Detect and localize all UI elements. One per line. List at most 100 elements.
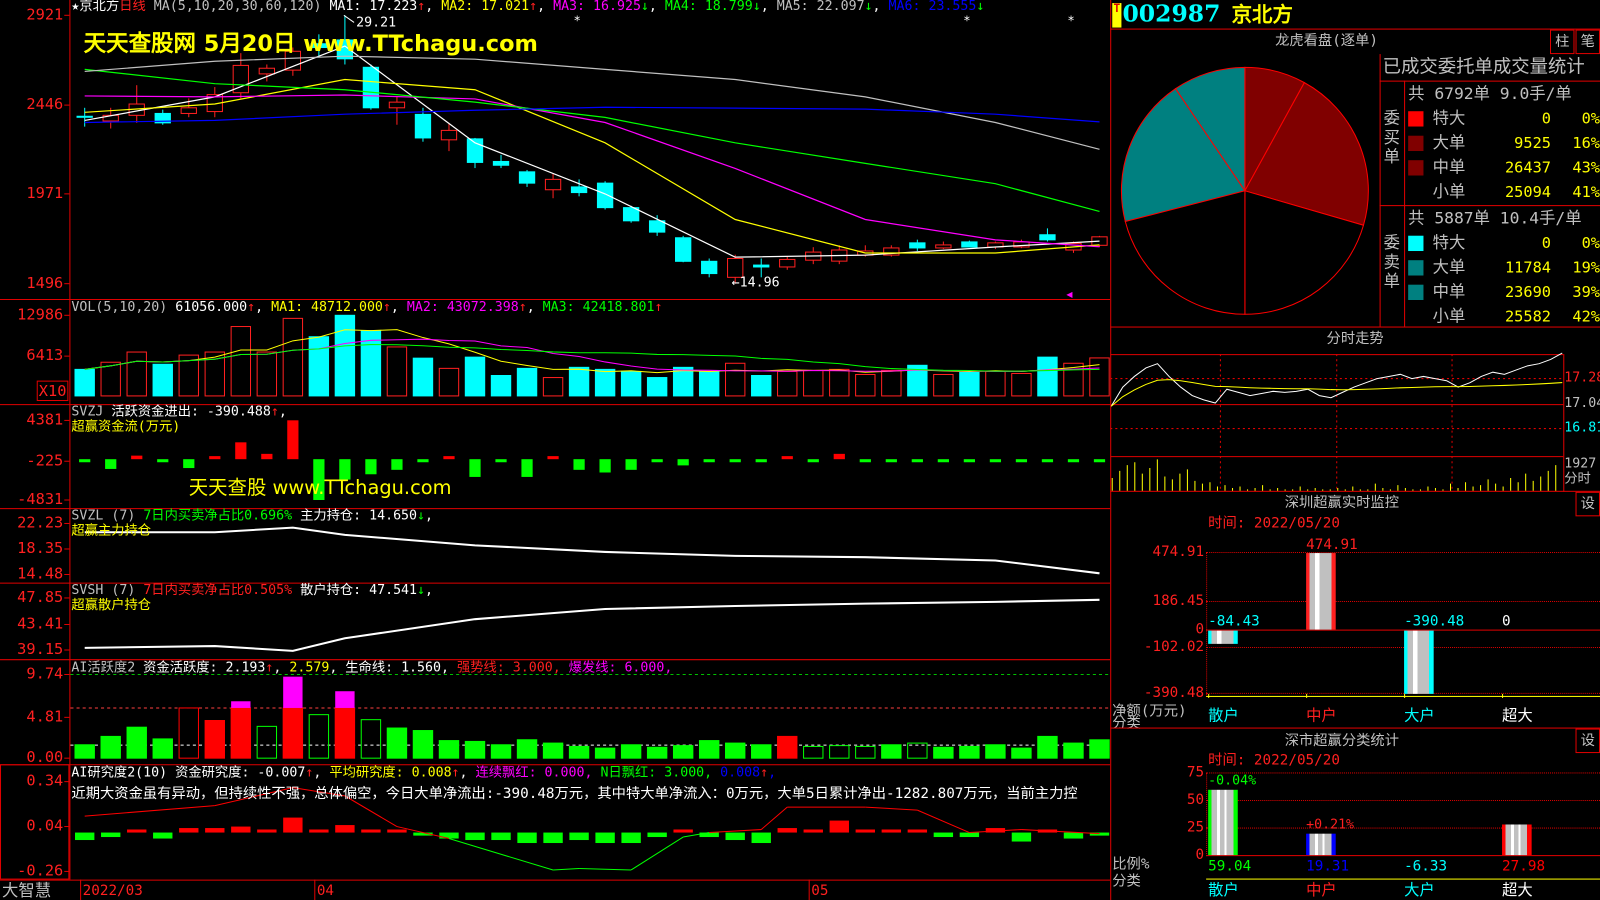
intraday-volume-sub: 分时	[1564, 471, 1591, 487]
activity-bar	[698, 740, 720, 759]
intraday-chart[interactable]	[1110, 347, 1600, 492]
order-row-pct: 19%	[1572, 258, 1600, 277]
monitor-x-tick	[1502, 693, 1504, 698]
candle-body	[310, 43, 328, 49]
fund-flow-bar	[625, 459, 637, 470]
header-segment: 2.579	[289, 660, 330, 676]
volume-bar	[516, 367, 538, 397]
activity-bar-body	[1089, 739, 1110, 759]
activity-bar-body	[74, 744, 95, 759]
classify-settings-button[interactable]: 设	[1575, 728, 1600, 754]
header-segment: MA5: 22.097	[776, 0, 865, 15]
y-axis-tick-label: -0.26	[17, 861, 64, 880]
tick-view-button[interactable]: 笔	[1575, 29, 1600, 55]
candle-body	[1039, 234, 1056, 241]
header-segment: 爆发线: 6.000	[568, 660, 665, 676]
svzl-indicator-header: SVZL (7) 7日内买卖净占比0.696% 主力持仓: 14.650↓,	[71, 509, 433, 523]
header-segment: ↑	[529, 0, 538, 15]
order-row-value: 9525	[1514, 133, 1552, 153]
activity-bar-body	[204, 719, 225, 759]
candlestick	[518, 169, 536, 187]
low-price-label: ←14.96	[731, 275, 780, 291]
monitor-category-label: 超大	[1502, 706, 1533, 725]
fund-flow-bar	[573, 459, 585, 470]
candle-body	[518, 171, 536, 184]
volume-bar	[620, 370, 642, 397]
candlestick	[284, 47, 302, 76]
svzj-indicator-header: SVZJ 活跃资金进出: -390.488↑,	[71, 405, 286, 419]
kline-chart-area[interactable]: * * *	[0, 0, 1111, 900]
order-color-swatch	[1408, 135, 1424, 152]
classify-bar-value: -6.33	[1404, 858, 1448, 875]
header-segment: MA6: 23.555	[888, 0, 977, 15]
ai-research-indicator-header: AI研究度2(10) 资金研究度: -0.007↑, 平均研究度: 0.008↑…	[71, 766, 776, 780]
header-segment: ,	[425, 508, 434, 524]
header-segment: 资金研究度: -0.007	[175, 765, 306, 781]
activity-bar	[803, 745, 824, 759]
research-bar	[1063, 832, 1084, 839]
research-line-segment	[579, 867, 632, 871]
retail-position-line	[84, 598, 1100, 652]
research-bar	[725, 832, 745, 841]
volume-bar	[594, 368, 616, 397]
intraday-title: 分时走势	[1326, 330, 1384, 347]
monitor-grid-line	[1206, 692, 1600, 694]
header-segment: ,	[329, 660, 346, 676]
pie-slice	[1244, 81, 1369, 226]
activity-bar	[152, 738, 173, 759]
svsh-indicator-header: SVSH (7) 7日内买卖净占比0.505% 散户持仓: 47.541↓,	[71, 582, 434, 598]
activity-bar-body	[360, 719, 382, 759]
monitor-bar	[1306, 553, 1336, 630]
research-bar	[205, 828, 225, 833]
fund-flow-bar	[183, 459, 195, 469]
activity-bar-body	[959, 745, 980, 759]
header-segment: MA1: 48712.000	[271, 299, 383, 316]
activity-bar-body	[386, 727, 408, 759]
intraday-volume-label: 1927	[1564, 456, 1597, 472]
candle-body	[648, 220, 666, 233]
volume-bar	[933, 373, 954, 397]
classify-title: 深市超赢分类统计	[1284, 732, 1399, 749]
volume-bar	[829, 368, 850, 397]
fund-flow-bar	[339, 459, 351, 480]
activity-bar-body	[1011, 747, 1032, 759]
monitor-category-label: 中户	[1306, 706, 1337, 725]
fund-flow-bar	[677, 459, 689, 466]
header-segment: ↑	[654, 299, 663, 316]
order-row-name: 大单	[1432, 132, 1466, 153]
activity-bar	[360, 719, 382, 759]
fund-flow-bar	[989, 459, 1002, 463]
header-segment: ,	[425, 582, 434, 598]
candlestick	[909, 239, 926, 251]
candle-body	[76, 115, 93, 118]
fund-flow-bar	[521, 459, 533, 477]
candle-body	[154, 112, 171, 124]
y-axis-tick-label: 9.74	[26, 664, 64, 683]
fund-flow-bar	[1093, 459, 1106, 463]
activity-bar-body	[438, 740, 460, 759]
monitor-bar	[1208, 630, 1238, 645]
volume-indicator-header: VOL(5,10,20) 61056.000↑, MA1: 48712.000↑…	[71, 301, 662, 315]
high-pointer	[343, 14, 355, 23]
monitor-x-label: 分类	[1112, 715, 1141, 732]
classify-axis-label: 50	[1186, 791, 1205, 809]
activity-bar-body	[829, 745, 850, 759]
monitor-settings-button[interactable]: 设	[1575, 491, 1600, 517]
candlestick	[622, 205, 640, 223]
header-segment: VOL(5,10,20)	[71, 299, 176, 316]
volume-bar	[1063, 362, 1084, 397]
research-bar	[179, 828, 199, 833]
volume-bar	[698, 370, 720, 397]
monitor-x-tick	[1404, 693, 1406, 698]
volume-bar	[568, 366, 590, 397]
activity-bar-body	[100, 735, 121, 759]
pie-panel-title: 龙虎看盘(逐单)	[1275, 32, 1378, 49]
activity-bar-body	[724, 742, 746, 759]
volume-bar	[74, 368, 95, 397]
research-bar	[1011, 832, 1032, 842]
candle-body	[961, 241, 978, 248]
activity-bar	[308, 714, 330, 759]
bar-view-button[interactable]: 柱	[1549, 29, 1575, 55]
order-row-pct: 16%	[1572, 133, 1600, 153]
activity-bar-burst	[283, 676, 303, 708]
